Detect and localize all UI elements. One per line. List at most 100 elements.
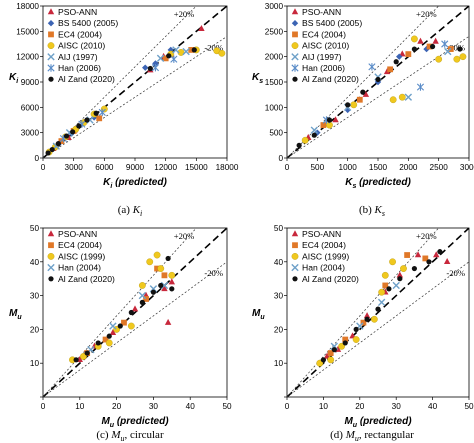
x-tick-label: 50	[222, 402, 232, 411]
caption-suffix: , circular	[125, 429, 164, 441]
data-point	[396, 271, 404, 278]
minus-20-line	[43, 36, 227, 158]
x-tick-label: 20	[355, 402, 365, 411]
panel-caption: (c) Mu, circular	[96, 429, 164, 443]
legend-label: AIJ (1997)	[58, 52, 98, 62]
legend-label: PSO-ANN	[302, 229, 341, 239]
data-point	[426, 43, 433, 50]
data-point	[422, 255, 429, 262]
data-point	[332, 116, 339, 123]
data-point	[164, 318, 172, 325]
data-point	[387, 66, 394, 73]
data-point	[411, 46, 417, 52]
data-point	[218, 49, 226, 57]
x-tick-label: 40	[428, 402, 438, 411]
legend-marker	[291, 252, 299, 260]
data-point	[342, 340, 348, 346]
x-axis-label-suffix: (predicted)	[112, 177, 167, 188]
data-point	[63, 133, 70, 139]
data-point	[161, 272, 168, 279]
y-tick-label: 1500	[265, 78, 284, 87]
plus-20-label: +20%	[174, 231, 195, 241]
legend-label: Han (2004)	[58, 263, 101, 273]
legend-marker	[291, 230, 299, 237]
caption-var: M	[110, 429, 121, 441]
reference-lines	[287, 228, 469, 397]
x-tick-label: 0	[285, 402, 290, 411]
legend-label: AIJ (1997)	[302, 52, 342, 62]
legend-marker	[47, 53, 55, 61]
data-point	[441, 40, 449, 48]
y-axis-label-var: K	[9, 72, 17, 83]
legend-label: PSO-ANN	[302, 7, 341, 17]
data-point	[370, 315, 378, 323]
legend-label: Al Zand (2020)	[302, 74, 359, 84]
panel-caption: (d) Mu, rectangular	[330, 429, 414, 443]
data-point	[360, 319, 367, 326]
y-axis-label: Mu	[9, 308, 22, 321]
x-tick-label: 12000	[154, 163, 177, 172]
data-point	[146, 258, 154, 266]
x-tick-label: 1000	[339, 163, 358, 172]
plus-20-label: +20%	[416, 231, 437, 241]
data-point	[95, 340, 101, 346]
chart-panel-2: 0 500 1000 1500 2000 2500 3000 0 500 1000 1500 2000…	[252, 2, 474, 218]
y-tick-label: 2000	[265, 53, 284, 62]
x-tick-label: 50	[464, 402, 474, 411]
y-tick-label: 3000	[265, 2, 284, 11]
data-point	[109, 322, 117, 330]
data-point	[138, 291, 147, 300]
y-axis-label-var: K	[252, 72, 260, 83]
legend-marker	[47, 263, 55, 272]
x-tick-label: 1500	[369, 163, 388, 172]
data-point	[150, 289, 156, 295]
legend-label: AISC (1999)	[58, 251, 105, 261]
legend-label: Al Zand (2020)	[58, 74, 115, 84]
data-point	[356, 96, 363, 103]
x-tick-label: 0	[41, 402, 46, 411]
y-axis-label: Ki	[9, 72, 19, 85]
data-point	[404, 252, 411, 258]
y-tick-label: 15000	[16, 27, 39, 36]
legend-marker	[292, 276, 298, 282]
y-axis-label: Ks	[252, 72, 263, 85]
legend-marker	[47, 252, 55, 260]
y-tick-label: 30	[30, 292, 40, 301]
minus-20-label: -20%	[204, 42, 223, 52]
data-point	[375, 76, 381, 83]
x-tick-label: 6000	[95, 163, 114, 172]
data-point	[172, 46, 180, 54]
data-point	[426, 259, 432, 265]
y-tick-label: 12000	[16, 53, 39, 62]
x-tick-label: 15000	[185, 163, 208, 172]
data-point	[105, 339, 113, 347]
x-axis-label: Ks (predicted)	[345, 177, 411, 190]
x-tick-label: 2000	[399, 163, 418, 172]
legend-label: EC4 (2004)	[58, 29, 102, 39]
data-point	[382, 282, 389, 289]
legend-label: PSO-ANN	[58, 229, 97, 239]
data-point	[435, 55, 443, 63]
plus-20-line	[287, 228, 439, 397]
legend-marker	[47, 20, 55, 27]
y-tick-label: 500	[269, 129, 283, 138]
data-point	[152, 60, 159, 67]
legend-marker	[291, 53, 299, 61]
x-tick-label: 30	[392, 402, 402, 411]
data-point	[389, 258, 396, 266]
legend-label: Al Zand (2020)	[58, 274, 115, 284]
minus-20-label: -20%	[204, 268, 223, 278]
data-point	[188, 47, 195, 53]
data-point	[80, 353, 87, 360]
data-point	[362, 90, 370, 97]
caption-sub: s	[382, 209, 385, 218]
series-triangle	[305, 37, 439, 140]
data-point	[168, 271, 176, 279]
caption-var: K	[132, 204, 141, 216]
y-tick-label: 40	[274, 258, 284, 267]
x-tick-label: 18000	[216, 163, 239, 172]
legend-marker	[48, 276, 54, 282]
data-point	[393, 59, 399, 65]
y-axis-label-sub: u	[17, 314, 22, 321]
data-point	[331, 347, 337, 353]
